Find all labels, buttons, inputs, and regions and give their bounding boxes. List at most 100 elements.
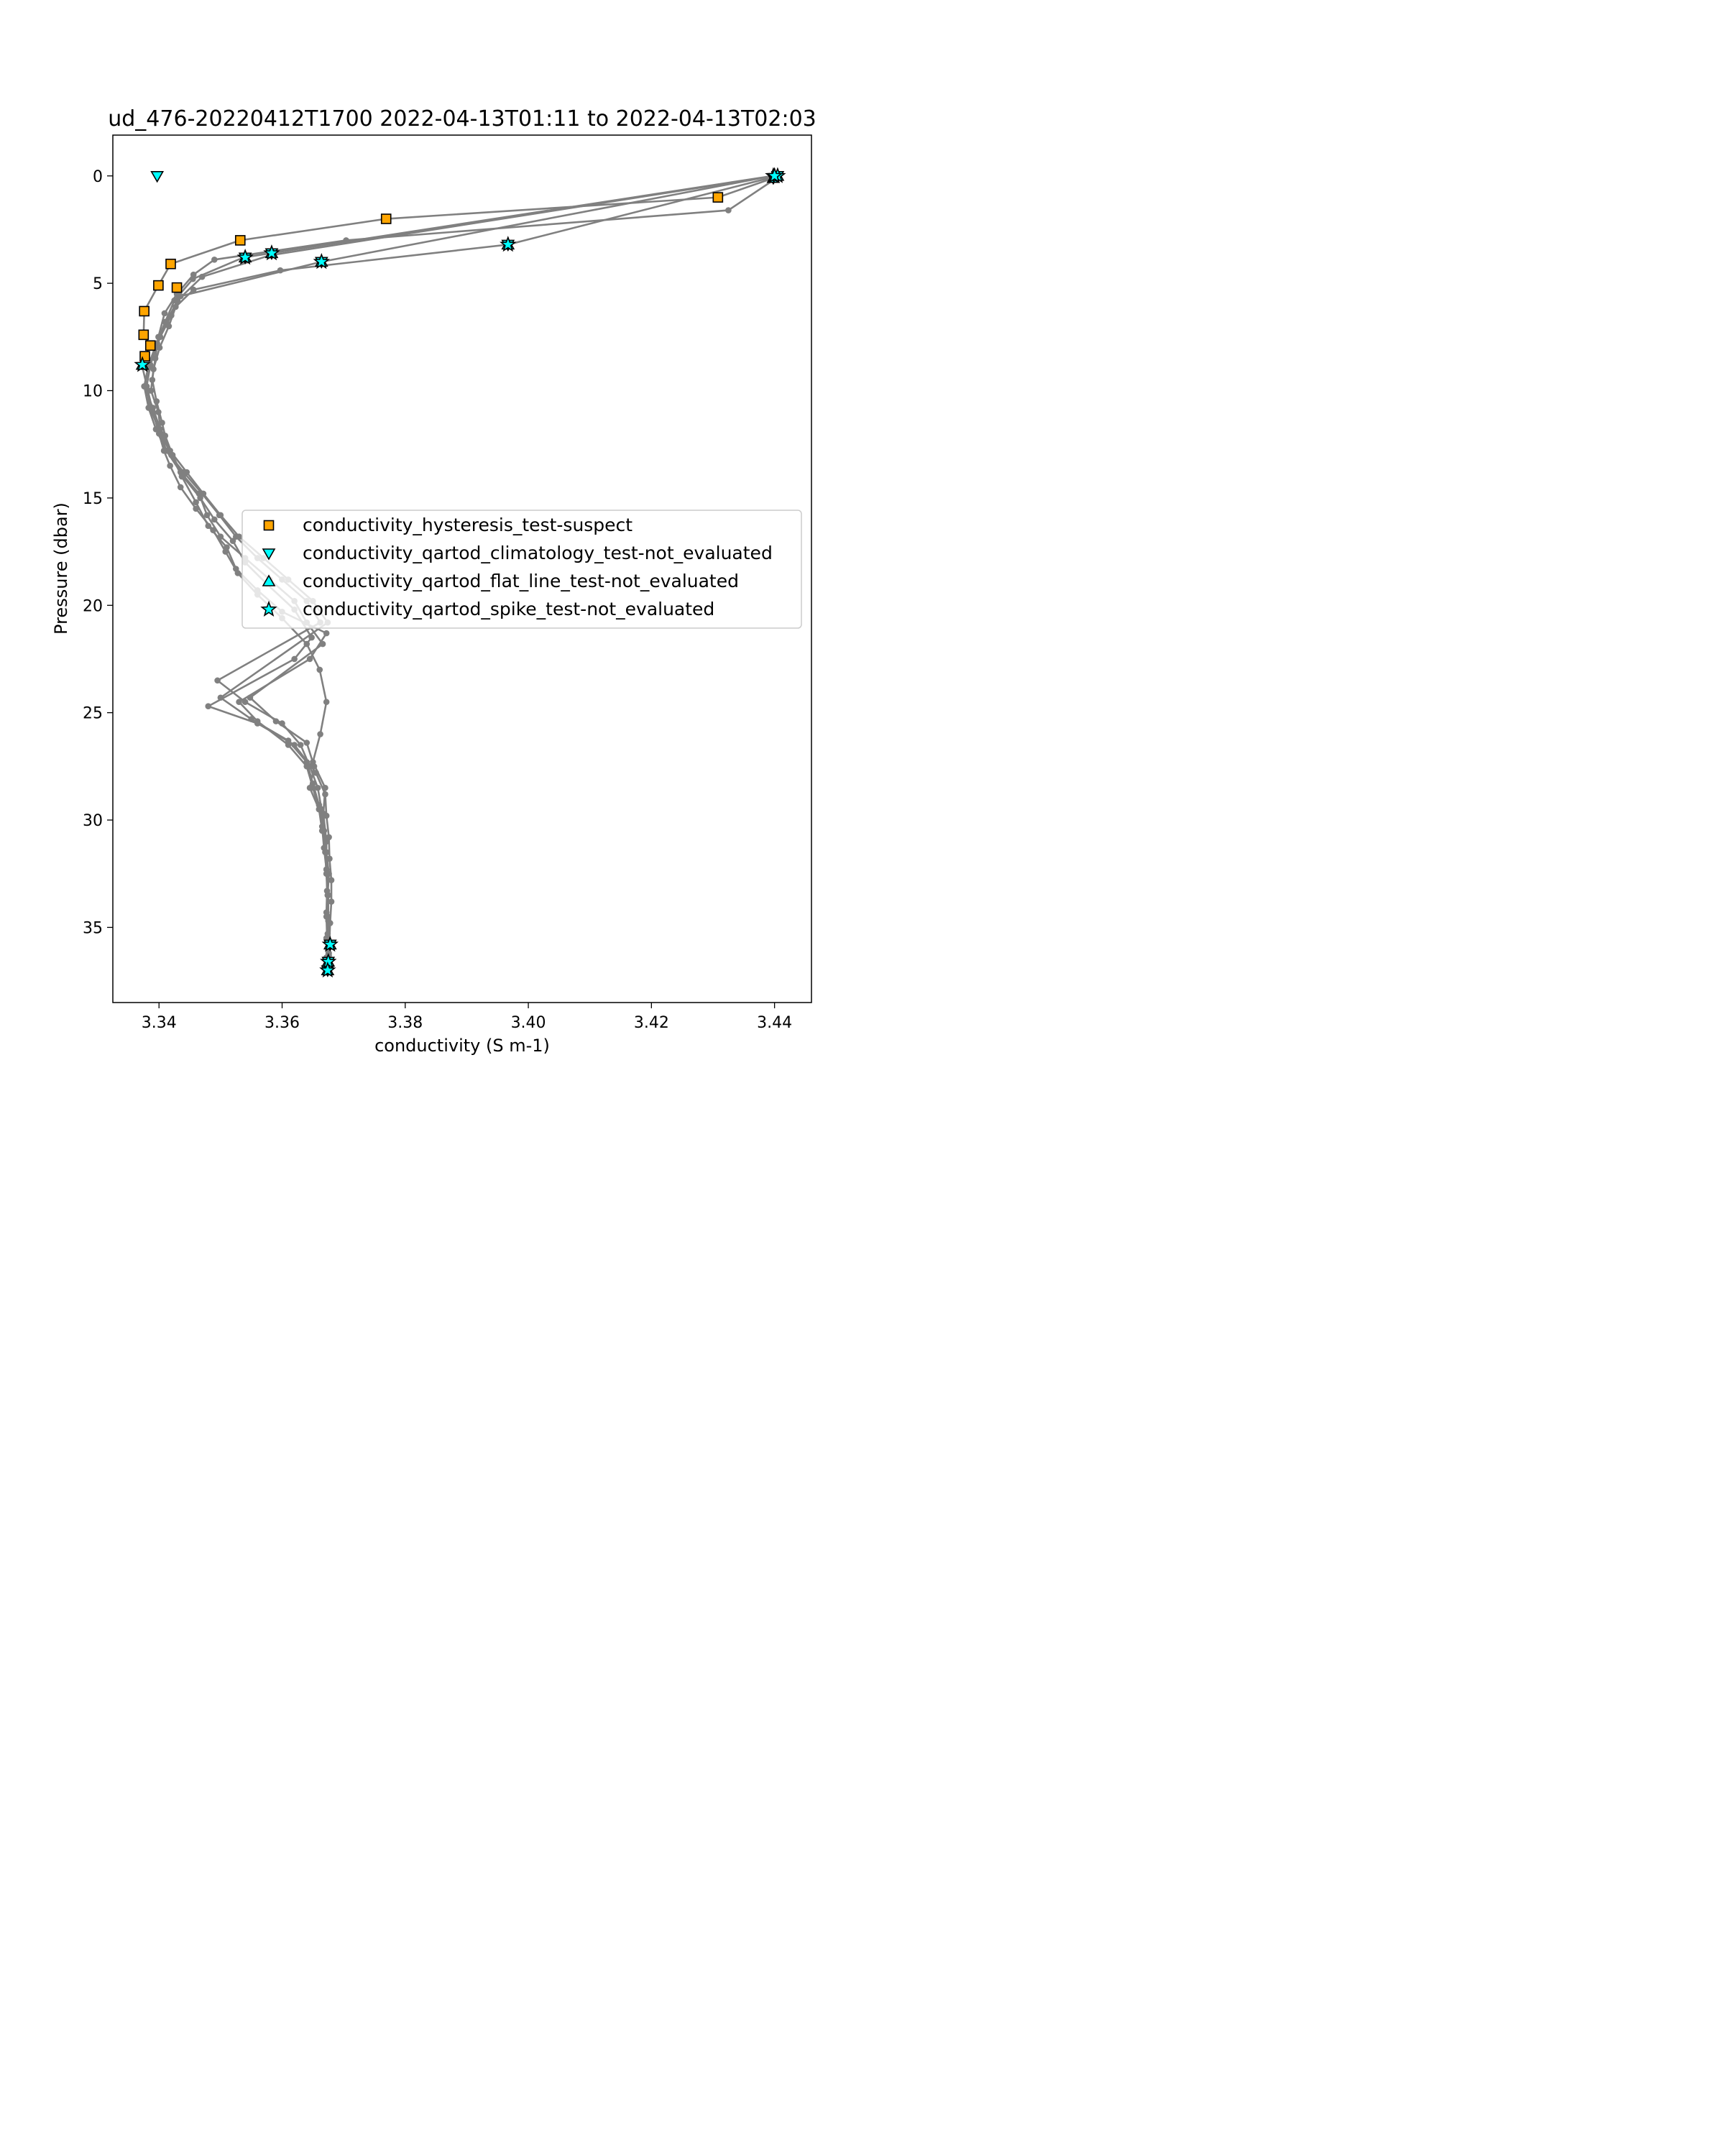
x-tick-label: 3.40 bbox=[511, 1014, 546, 1032]
profile-point bbox=[163, 447, 170, 454]
profile-point bbox=[217, 533, 224, 540]
profile-point bbox=[313, 770, 319, 776]
profile-point bbox=[232, 533, 239, 540]
y-tick-label: 0 bbox=[93, 168, 103, 186]
profile-point bbox=[323, 699, 330, 706]
x-tick-label: 3.38 bbox=[387, 1014, 423, 1032]
profile-point bbox=[308, 634, 315, 641]
profile-point bbox=[316, 666, 323, 673]
profile-point bbox=[324, 892, 331, 898]
profile-point bbox=[725, 207, 732, 213]
profile-point bbox=[155, 409, 162, 415]
profile-point bbox=[203, 512, 211, 519]
profile-point bbox=[171, 297, 178, 304]
y-ticks: 0 5 10 15 20 25 30 35 bbox=[83, 168, 113, 937]
profile-point bbox=[141, 383, 147, 390]
y-axis-label: Pressure (dbar) bbox=[51, 502, 71, 635]
legend-label-flat-line: conductivity_qartod_flat_line_test-not_e… bbox=[303, 571, 739, 591]
profile-point bbox=[242, 699, 249, 706]
profile-point bbox=[306, 655, 313, 663]
flag-markers-layer bbox=[134, 167, 786, 978]
profile-point bbox=[216, 512, 223, 519]
profile-point bbox=[319, 640, 326, 648]
plot-frame bbox=[112, 134, 812, 1003]
profile-point bbox=[326, 949, 332, 957]
profile-point bbox=[297, 742, 304, 748]
chart-title: ud_476-20220412T1700 2022-04-13T01:11 to… bbox=[108, 106, 816, 132]
profile-point bbox=[306, 784, 313, 791]
legend-label-climatology: conductivity_qartod_climatology_test-not… bbox=[303, 543, 773, 563]
profile-point bbox=[317, 731, 323, 737]
profile-point bbox=[167, 462, 173, 469]
profile-point bbox=[150, 366, 157, 372]
profile-point bbox=[322, 791, 328, 798]
flag-marker-star bbox=[134, 356, 151, 372]
legend-label-spike: conductivity_qartod_spike_test-not_evalu… bbox=[303, 599, 714, 619]
x-tick-label: 3.44 bbox=[757, 1014, 792, 1032]
profile-point bbox=[217, 694, 224, 701]
legend-marker-star bbox=[260, 600, 277, 617]
profile-point bbox=[214, 677, 221, 684]
x-tick-label: 3.36 bbox=[264, 1014, 300, 1032]
profile-point bbox=[152, 426, 160, 433]
profile-point bbox=[247, 694, 254, 701]
profile-point bbox=[324, 931, 331, 937]
profile-point bbox=[224, 544, 230, 550]
legend-marker-square bbox=[263, 520, 275, 531]
profile-point bbox=[232, 566, 239, 572]
flag-marker-square bbox=[171, 282, 183, 293]
flag-marker-star bbox=[313, 252, 331, 270]
flag-marker-star bbox=[263, 244, 280, 261]
profile-point bbox=[193, 499, 199, 506]
y-tick-label: 15 bbox=[83, 490, 103, 508]
legend-label-hysteresis: conductivity_hysteresis_test-suspect bbox=[303, 515, 632, 535]
flag-marker-star bbox=[319, 961, 336, 978]
profile-point bbox=[323, 849, 330, 856]
flag-marker-star bbox=[500, 236, 517, 252]
flag-marker-square bbox=[234, 235, 246, 246]
profile-point bbox=[306, 763, 313, 770]
profile-point bbox=[318, 806, 325, 813]
legend-marker-triangle-down bbox=[262, 548, 276, 561]
profile-point bbox=[205, 522, 212, 530]
y-tick-label: 5 bbox=[93, 275, 103, 293]
x-axis-label: conductivity (S m-1) bbox=[374, 1036, 550, 1056]
flag-marker-star bbox=[236, 249, 254, 265]
profile-point bbox=[211, 256, 218, 263]
flag-marker-square bbox=[380, 213, 392, 224]
profile-point bbox=[327, 920, 334, 926]
flag-marker-square bbox=[138, 329, 150, 341]
profile-point bbox=[279, 720, 285, 727]
profile-point bbox=[328, 898, 335, 905]
profile-point bbox=[323, 870, 330, 877]
profile-point bbox=[180, 469, 187, 476]
profile-point bbox=[321, 827, 328, 834]
profile-point bbox=[145, 405, 152, 411]
legend-frame bbox=[242, 510, 802, 629]
profile-point bbox=[314, 784, 321, 791]
y-tick-label: 25 bbox=[83, 705, 103, 723]
x-ticks: 3.34 3.36 3.38 3.40 3.42 3.44 bbox=[142, 1003, 792, 1032]
profile-point bbox=[303, 740, 310, 746]
profile-point bbox=[198, 490, 206, 497]
x-tick-label: 3.34 bbox=[142, 1014, 177, 1032]
profile-point bbox=[229, 538, 236, 544]
flag-marker-square bbox=[139, 305, 150, 317]
x-tick-label: 3.42 bbox=[634, 1014, 669, 1032]
profile-point bbox=[205, 703, 212, 710]
flag-marker-square bbox=[165, 258, 176, 270]
profile-point bbox=[150, 405, 156, 411]
profile-point bbox=[147, 387, 155, 394]
flag-marker-square bbox=[153, 280, 164, 291]
profile-point bbox=[248, 716, 254, 722]
profile-point bbox=[326, 834, 332, 841]
flag-marker-square bbox=[144, 340, 156, 351]
legend: conductivity_hysteresis_test-suspect con… bbox=[242, 510, 802, 629]
y-tick-label: 30 bbox=[83, 812, 103, 830]
flag-marker-star bbox=[321, 936, 339, 952]
profile-point bbox=[310, 780, 316, 787]
legend-markers bbox=[260, 520, 277, 617]
y-tick-label: 35 bbox=[83, 919, 103, 937]
profile-point bbox=[177, 484, 184, 491]
flag-marker-square bbox=[712, 192, 724, 203]
